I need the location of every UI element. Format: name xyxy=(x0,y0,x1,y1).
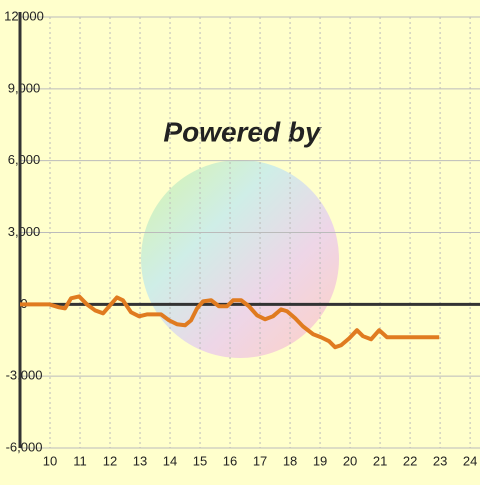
watermark-text: Powered by xyxy=(163,116,322,147)
data-line xyxy=(20,294,440,350)
y-tick-label: -6,000 xyxy=(6,439,43,454)
x-tick-label: 13 xyxy=(133,453,147,468)
x-tick-label: 15 xyxy=(193,453,207,468)
x-tick-label: 16 xyxy=(223,453,237,468)
y-tick-label: 6,000 xyxy=(8,152,41,167)
y-tick-label: -3,000 xyxy=(6,368,43,383)
x-tick-label: 12 xyxy=(103,453,117,468)
x-tick-label: 19 xyxy=(313,453,327,468)
x-tick-label: 21 xyxy=(373,453,387,468)
x-tick-label: 20 xyxy=(343,453,357,468)
x-tick-label: 17 xyxy=(253,453,267,468)
y-tick-label: 3,000 xyxy=(8,224,41,239)
x-tick-label: 18 xyxy=(283,453,297,468)
x-tick-label: 11 xyxy=(73,453,87,468)
x-tick-label: 22 xyxy=(403,453,417,468)
x-tick-label: 14 xyxy=(163,453,177,468)
x-tick-label: 23 xyxy=(433,453,447,468)
watermark-logo xyxy=(141,160,339,358)
y-tick-label: 9,000 xyxy=(8,80,41,95)
y-tick-label: 12,000 xyxy=(4,8,44,23)
x-tick-label: 24 xyxy=(463,453,477,468)
x-tick-label: 10 xyxy=(43,453,57,468)
